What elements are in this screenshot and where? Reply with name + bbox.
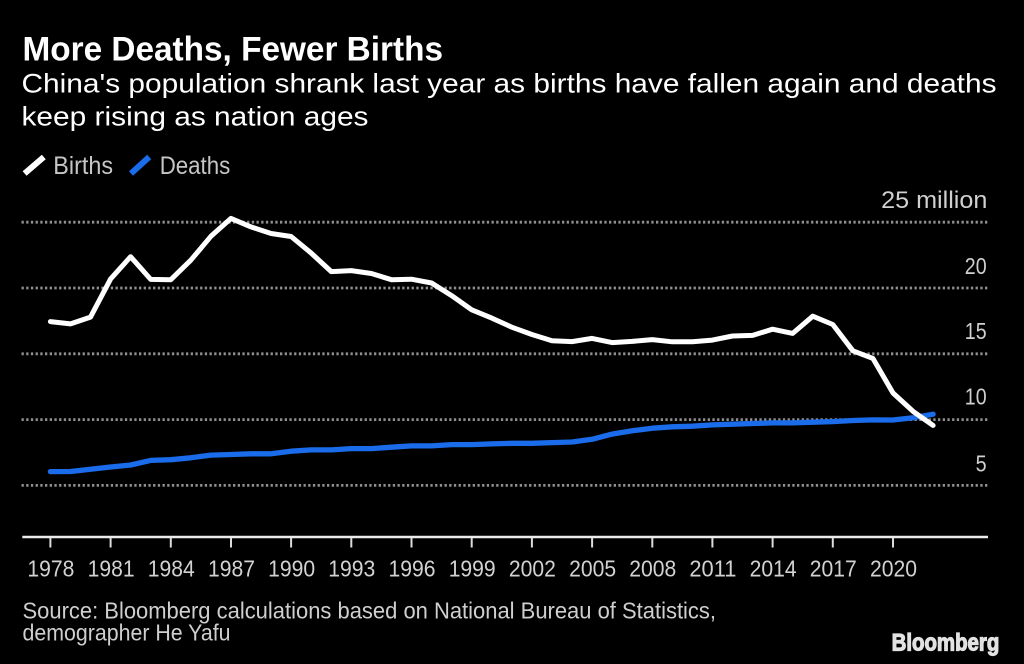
svg-text:25 million: 25 million <box>881 187 987 214</box>
svg-text:keep rising as nation ages: keep rising as nation ages <box>22 101 369 131</box>
svg-text:2005: 2005 <box>569 556 616 582</box>
svg-text:1981: 1981 <box>88 556 135 582</box>
svg-text:1990: 1990 <box>268 556 315 582</box>
svg-text:5: 5 <box>976 450 987 476</box>
svg-text:Births: Births <box>53 152 113 180</box>
svg-text:10: 10 <box>965 384 987 410</box>
svg-text:1996: 1996 <box>389 556 436 582</box>
svg-text:More Deaths, Fewer Births: More Deaths, Fewer Births <box>23 30 444 68</box>
svg-text:1999: 1999 <box>449 556 496 582</box>
svg-text:demographer He Yafu: demographer He Yafu <box>23 619 231 645</box>
svg-text:Deaths: Deaths <box>160 152 231 180</box>
svg-text:1978: 1978 <box>27 556 74 582</box>
svg-text:1993: 1993 <box>328 556 375 582</box>
svg-text:1987: 1987 <box>208 556 255 582</box>
svg-text:15: 15 <box>965 318 987 344</box>
svg-text:2020: 2020 <box>870 556 917 582</box>
svg-text:Source: Bloomberg calculations: Source: Bloomberg calculations based on … <box>23 598 717 624</box>
svg-text:20: 20 <box>965 253 987 279</box>
svg-text:2014: 2014 <box>750 556 797 582</box>
svg-text:Bloomberg: Bloomberg <box>892 630 1000 657</box>
svg-text:2017: 2017 <box>810 556 857 582</box>
svg-text:1984: 1984 <box>148 556 195 582</box>
svg-text:2008: 2008 <box>629 556 676 582</box>
svg-text:2002: 2002 <box>509 556 556 582</box>
svg-text:2011: 2011 <box>689 556 736 582</box>
svg-text:China's population shrank last: China's population shrank last year as b… <box>22 68 997 98</box>
